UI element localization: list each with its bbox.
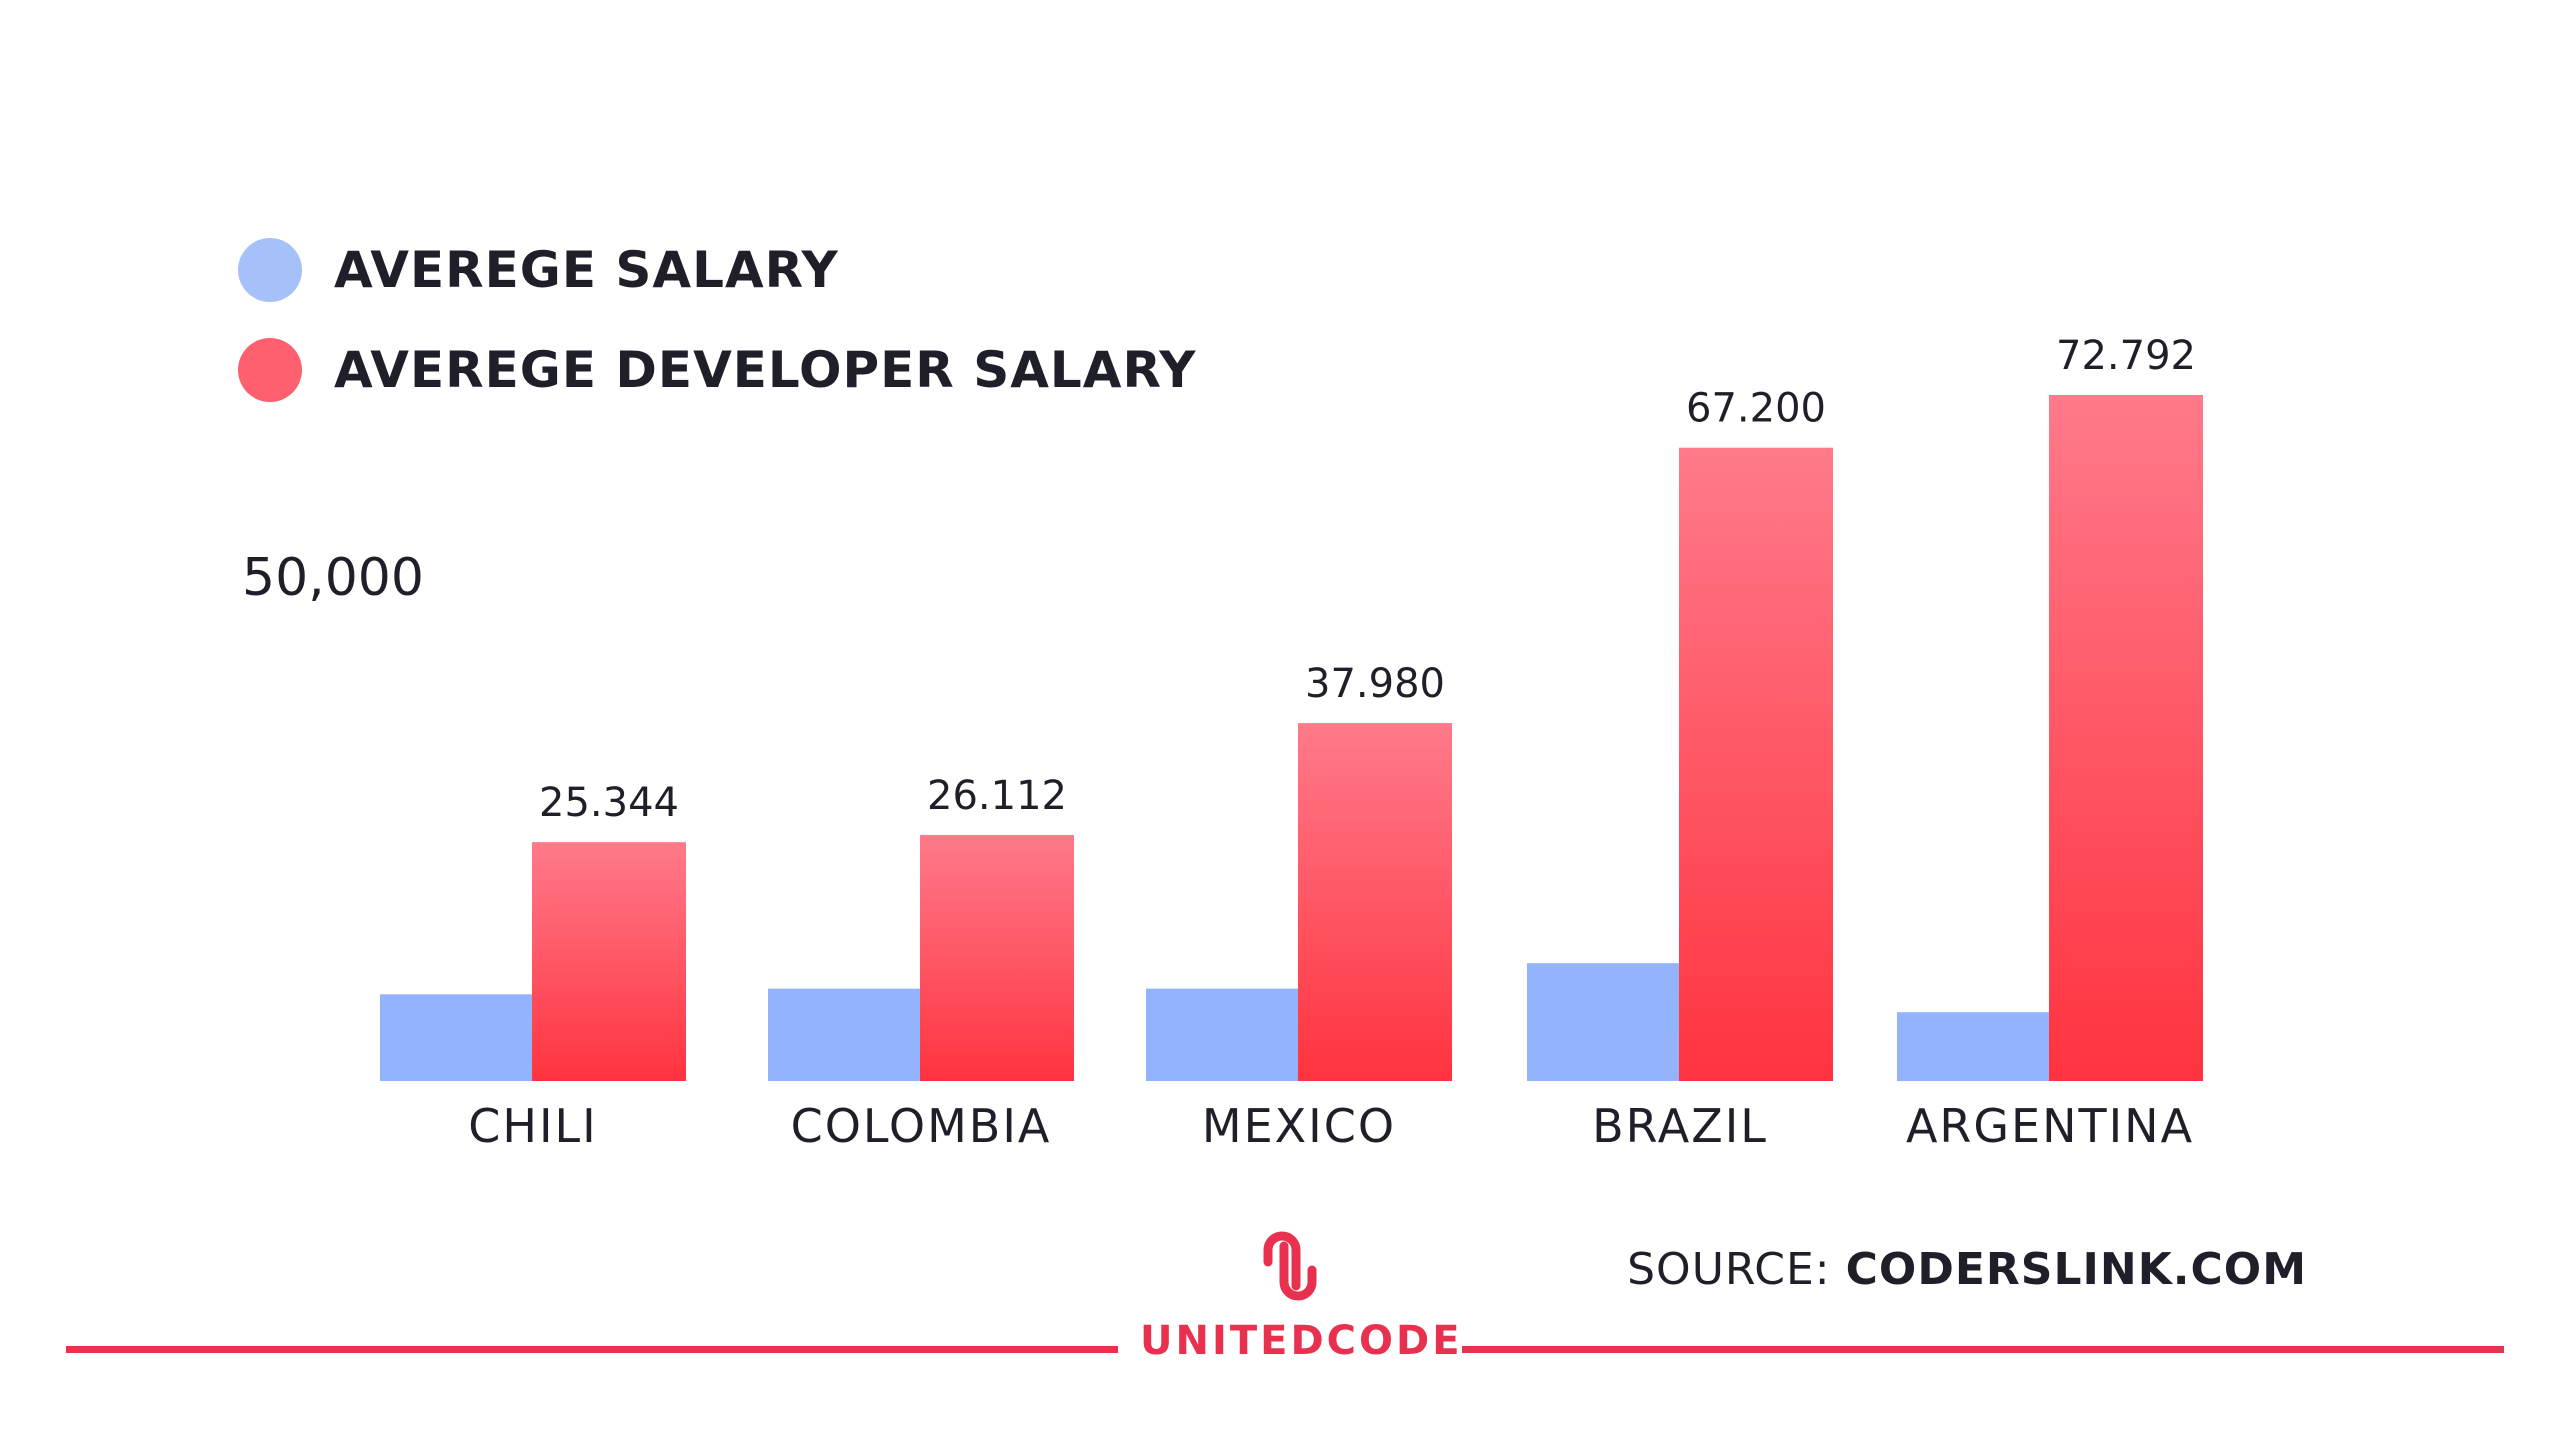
logo-text: UNITEDCODE <box>1140 1318 1463 1364</box>
footer-line-right <box>1462 1346 2504 1353</box>
legend-swatch-red <box>238 338 302 402</box>
y-tick-label: 50,000 <box>242 548 424 608</box>
legend-swatch-blue <box>238 238 302 302</box>
bar-average-salary <box>1527 963 1681 1081</box>
x-tick-label: ARGENTINA <box>1906 1099 2194 1153</box>
source-value: CODERSLINK.COM <box>1845 1244 2307 1295</box>
x-tick-label: COLOMBIA <box>791 1099 1052 1153</box>
bar-average-salary <box>1897 1012 2051 1081</box>
unitedcode-logo: UNITEDCODE <box>1140 1228 1463 1364</box>
logo-icon <box>1263 1231 1317 1301</box>
legend: AVEREGE SALARY AVEREGE DEVELOPER SALARY <box>238 238 1196 438</box>
data-label: 37.980 <box>1305 661 1445 707</box>
legend-item-average-salary: AVEREGE SALARY <box>238 238 1196 302</box>
bar-average-salary <box>768 988 922 1081</box>
data-label: 25.344 <box>539 780 679 826</box>
footer-line-left <box>66 1346 1118 1353</box>
x-tick-label: BRAZIL <box>1592 1099 1768 1153</box>
legend-item-average-developer-salary: AVEREGE DEVELOPER SALARY <box>238 338 1196 402</box>
bar-average-salary <box>1146 988 1300 1081</box>
x-tick-label: CHILI <box>468 1099 597 1153</box>
legend-label: AVEREGE DEVELOPER SALARY <box>334 341 1197 399</box>
bar-developer-salary <box>920 834 1074 1081</box>
data-label: 67.200 <box>1686 386 1826 432</box>
bar-developer-salary <box>1298 723 1452 1081</box>
bar-average-salary <box>380 994 534 1081</box>
bars-layer <box>380 395 2203 1081</box>
bar-developer-salary <box>1679 447 1833 1081</box>
data-label: 72.792 <box>2056 333 2196 379</box>
x-tick-label: MEXICO <box>1202 1099 1396 1153</box>
legend-label: AVEREGE SALARY <box>334 241 839 299</box>
source-credit: SOURCE: CODERSLINK.COM <box>1627 1244 2307 1295</box>
labels-layer: 25.344 CHILI 26.112 COLOMBIA 37.980 MEXICO 67.… <box>468 333 2196 1153</box>
data-label: 26.112 <box>927 773 1067 819</box>
bar-developer-salary <box>2049 395 2203 1081</box>
bar-developer-salary <box>532 842 686 1081</box>
source-label: SOURCE: <box>1627 1244 1831 1295</box>
